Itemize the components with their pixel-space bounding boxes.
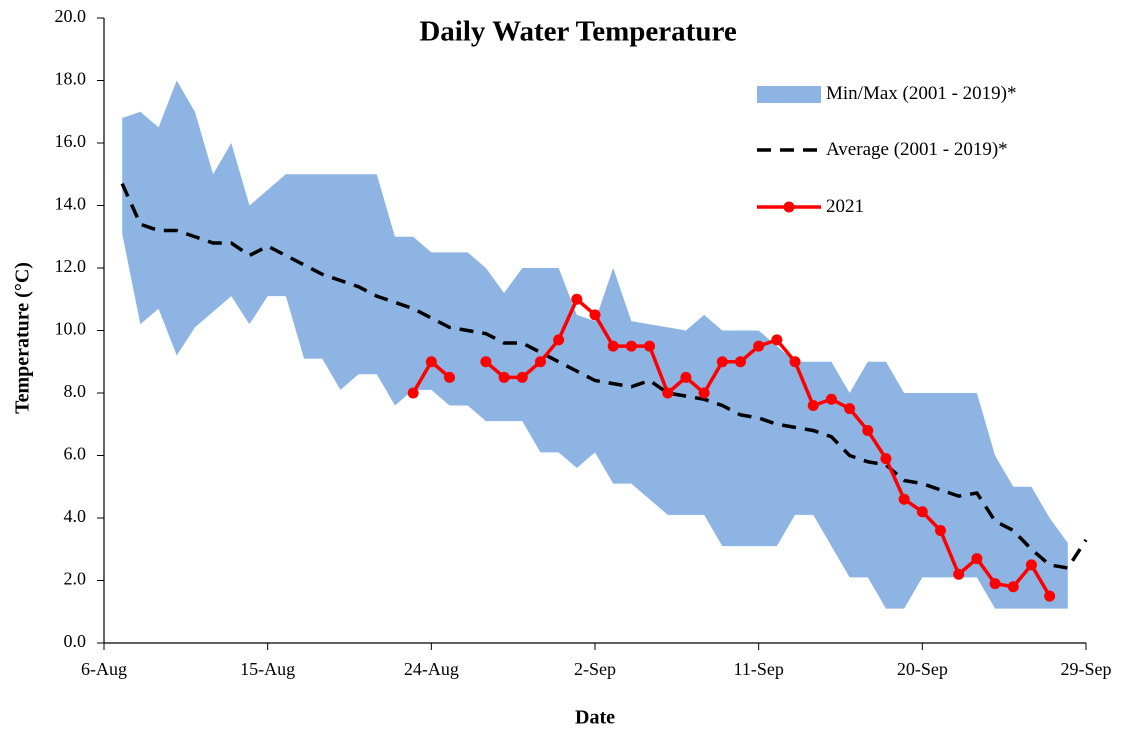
- data-point: [444, 371, 456, 383]
- data-point: [607, 340, 619, 352]
- data-point: [1007, 581, 1019, 593]
- data-point: [553, 334, 565, 346]
- data-point: [953, 568, 965, 580]
- data-point: [789, 356, 801, 368]
- data-point: [862, 425, 874, 436]
- legend-label: Average (2001 - 2019)*: [826, 139, 1008, 160]
- data-point: [625, 340, 637, 352]
- data-point: [571, 293, 583, 305]
- data-point: [516, 371, 528, 383]
- y-axis-label: Temperature (°C): [12, 262, 34, 414]
- y-tick-label: 20.0: [55, 6, 87, 26]
- x-tick-label: 15-Aug: [240, 659, 295, 679]
- y-tick-label: 8.0: [64, 381, 87, 401]
- data-point: [844, 403, 856, 415]
- y-tick-label: 4.0: [64, 506, 87, 526]
- data-point: [680, 371, 692, 383]
- x-tick-label: 20-Sep: [897, 659, 948, 679]
- min-max-band: [122, 80, 1068, 609]
- x-tick-label: 2-Sep: [574, 659, 616, 679]
- data-point: [407, 387, 419, 399]
- data-point: [698, 387, 710, 399]
- legend-swatch: [783, 201, 795, 213]
- data-point: [825, 393, 837, 405]
- x-tick-label: 6-Aug: [81, 659, 127, 679]
- data-point: [1044, 590, 1056, 602]
- chart-title: Daily Water Temperature: [419, 16, 737, 48]
- legend-label: 2021: [826, 196, 864, 217]
- data-point: [880, 453, 892, 465]
- data-point: [589, 309, 601, 321]
- x-tick-label: 24-Aug: [404, 659, 459, 679]
- data-point: [534, 356, 546, 368]
- y-tick-label: 6.0: [64, 444, 87, 464]
- data-point: [971, 553, 983, 565]
- data-point: [662, 387, 674, 399]
- data-point: [425, 356, 437, 368]
- x-axis-label: Date: [575, 707, 615, 729]
- data-point: [989, 578, 1001, 590]
- y-tick-label: 18.0: [55, 69, 87, 89]
- data-point: [771, 334, 783, 346]
- data-point: [935, 525, 947, 536]
- y-tick-label: 10.0: [55, 319, 87, 339]
- y-tick-label: 0.0: [64, 631, 87, 651]
- legend-label: Min/Max (2001 - 2019)*: [826, 83, 1017, 104]
- data-point: [898, 493, 910, 505]
- data-point: [1025, 559, 1037, 571]
- legend-swatch: [757, 86, 821, 103]
- data-point: [734, 356, 746, 368]
- data-point: [716, 356, 728, 368]
- y-tick-label: 12.0: [55, 256, 87, 276]
- data-point: [753, 340, 765, 352]
- y-tick-label: 14.0: [55, 194, 87, 214]
- data-point: [807, 400, 819, 411]
- data-point: [480, 356, 492, 368]
- x-tick-label: 11-Sep: [734, 659, 784, 679]
- y-tick-label: 16.0: [55, 131, 87, 151]
- data-point: [916, 506, 928, 518]
- y-tick-label: 2.0: [64, 569, 87, 589]
- x-tick-label: 29-Sep: [1061, 659, 1112, 679]
- data-point: [644, 340, 656, 352]
- data-point: [498, 371, 510, 383]
